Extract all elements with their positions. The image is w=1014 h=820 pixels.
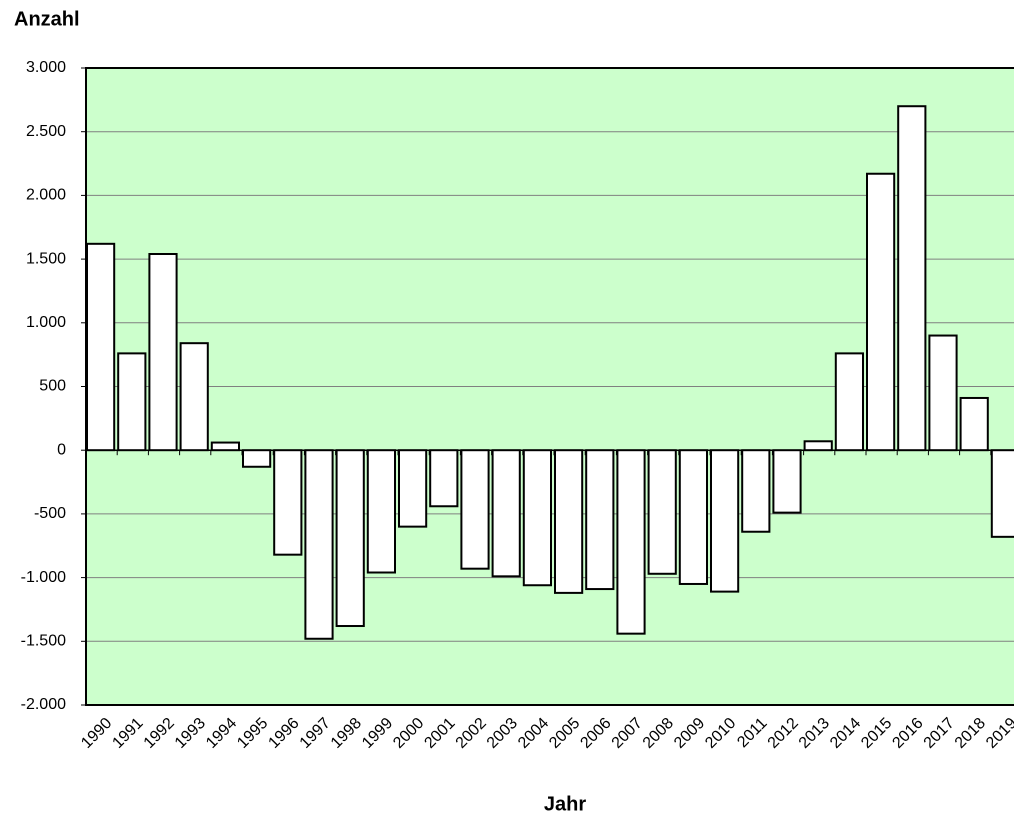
bar bbox=[678, 449, 708, 585]
x-tick-label: 2003 bbox=[484, 715, 521, 752]
y-tick-label: 0 bbox=[57, 441, 66, 458]
bar bbox=[398, 449, 428, 528]
x-tick-label: 2015 bbox=[858, 715, 895, 752]
y-tick-label: 3.000 bbox=[26, 59, 66, 76]
x-tick-label: 2002 bbox=[453, 715, 490, 752]
bar bbox=[460, 449, 490, 570]
x-tick-label: 1998 bbox=[328, 715, 365, 752]
bar bbox=[616, 449, 646, 635]
bar bbox=[242, 449, 272, 468]
bar bbox=[522, 449, 552, 587]
bar bbox=[585, 449, 615, 591]
bar bbox=[741, 449, 771, 533]
bar bbox=[366, 449, 396, 574]
bar bbox=[647, 449, 677, 575]
x-tick-label: 2010 bbox=[702, 715, 739, 752]
x-tick-label: 1997 bbox=[297, 715, 334, 752]
x-tick-label: 1999 bbox=[359, 715, 396, 752]
bar bbox=[335, 449, 365, 628]
x-tick-label: 2011 bbox=[734, 715, 770, 751]
x-tick-label: 2000 bbox=[390, 715, 427, 752]
bar bbox=[117, 352, 147, 452]
bar bbox=[710, 449, 740, 593]
x-tick-label: 1994 bbox=[203, 715, 240, 752]
bar bbox=[304, 449, 334, 640]
x-tick-label: 2009 bbox=[671, 715, 708, 752]
x-tick-label: 2017 bbox=[921, 715, 958, 752]
x-tick-label: 1992 bbox=[141, 715, 178, 752]
y-tick-label: 2.500 bbox=[26, 123, 66, 140]
bar bbox=[86, 242, 116, 452]
x-tick-label: 2012 bbox=[765, 715, 802, 752]
bar bbox=[990, 449, 1014, 538]
plot-border bbox=[85, 67, 1014, 706]
bar bbox=[928, 334, 958, 452]
x-tick-label: 1993 bbox=[172, 715, 209, 752]
x-tick-label: 2018 bbox=[952, 715, 989, 752]
y-axis-title: Anzahl bbox=[14, 8, 80, 30]
x-tick-label: 2019 bbox=[983, 715, 1014, 752]
x-tick-label: 2013 bbox=[796, 715, 833, 752]
x-tick-label: 2008 bbox=[640, 715, 677, 752]
bar bbox=[491, 449, 521, 578]
x-tick-label: 1995 bbox=[234, 715, 271, 752]
bar bbox=[959, 396, 989, 452]
y-tick-label: -1.500 bbox=[21, 633, 66, 650]
y-tick-label: -500 bbox=[34, 505, 66, 522]
bar bbox=[897, 105, 927, 452]
y-tick-label: 1.000 bbox=[26, 314, 66, 331]
y-tick-label: 2.000 bbox=[26, 187, 66, 204]
bar bbox=[834, 352, 864, 452]
x-tick-label: 1996 bbox=[265, 715, 302, 752]
bar bbox=[179, 342, 209, 452]
x-tick-label: 2006 bbox=[577, 715, 614, 752]
bar bbox=[554, 449, 584, 594]
bar bbox=[772, 449, 802, 514]
y-tick-label: 1.500 bbox=[26, 250, 66, 267]
x-axis-title: Jahr bbox=[544, 793, 586, 815]
x-tick-label: 1991 bbox=[109, 715, 146, 752]
bar bbox=[866, 172, 896, 452]
x-tick-label: 2005 bbox=[546, 715, 583, 752]
y-tick-label: -1.000 bbox=[21, 569, 66, 586]
bar bbox=[429, 449, 459, 508]
x-tick-label: 2016 bbox=[889, 715, 926, 752]
bar bbox=[803, 440, 833, 452]
x-tick-label: 2004 bbox=[515, 715, 552, 752]
y-tick-label: -2.000 bbox=[21, 696, 66, 713]
bar bbox=[273, 449, 303, 556]
x-tick-label: 2001 bbox=[421, 715, 458, 752]
x-tick-label: 2014 bbox=[827, 715, 864, 752]
x-tick-label: 1990 bbox=[78, 715, 115, 752]
y-tick-label: 500 bbox=[39, 378, 66, 395]
bar bbox=[148, 253, 178, 452]
x-tick-label: 2007 bbox=[609, 715, 646, 752]
bar bbox=[210, 441, 241, 452]
